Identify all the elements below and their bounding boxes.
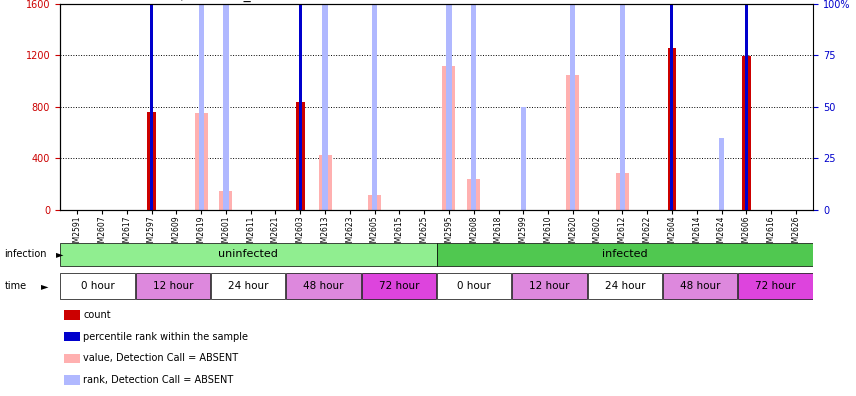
Bar [194,113,208,210]
Text: 48 hour: 48 hour [680,281,721,291]
FancyBboxPatch shape [362,273,436,299]
Bar [471,0,476,210]
Bar [742,56,751,210]
Text: ►: ► [41,281,49,291]
Text: 48 hour: 48 hour [303,281,344,291]
FancyBboxPatch shape [61,273,134,299]
Bar [299,0,302,210]
FancyBboxPatch shape [211,273,285,299]
FancyBboxPatch shape [739,273,812,299]
Text: 0 hour: 0 hour [457,281,491,291]
Bar [570,0,575,210]
Bar [467,179,480,210]
FancyBboxPatch shape [60,243,437,266]
FancyBboxPatch shape [588,273,662,299]
Text: 12 hour: 12 hour [152,281,193,291]
Text: 72 hour: 72 hour [378,281,419,291]
Text: uninfected: uninfected [218,249,278,259]
Bar [719,138,724,210]
Bar [323,0,328,210]
FancyBboxPatch shape [437,273,511,299]
Text: count: count [83,310,110,320]
Bar [668,48,676,210]
Bar [745,0,748,210]
Text: 24 hour: 24 hour [228,281,269,291]
Text: 0 hour: 0 hour [80,281,115,291]
FancyBboxPatch shape [513,273,586,299]
Bar [318,154,331,210]
Bar [147,112,156,210]
Text: rank, Detection Call = ABSENT: rank, Detection Call = ABSENT [83,375,234,385]
FancyBboxPatch shape [136,273,210,299]
Bar [219,190,233,210]
Text: infection: infection [4,249,47,259]
Text: ►: ► [56,249,63,259]
Bar [443,66,455,210]
Bar [223,0,229,210]
Bar [567,75,580,210]
Text: GDS171 / Z12173_at: GDS171 / Z12173_at [120,0,265,2]
Text: percentile rank within the sample: percentile rank within the sample [83,331,248,342]
Text: 72 hour: 72 hour [755,281,796,291]
FancyBboxPatch shape [287,273,360,299]
Bar [368,195,381,210]
FancyBboxPatch shape [437,243,813,266]
Bar [670,0,674,210]
Text: value, Detection Call = ABSENT: value, Detection Call = ABSENT [83,353,238,364]
Bar [520,107,526,210]
Bar [620,0,625,210]
Bar [616,173,629,210]
Text: infected: infected [602,249,648,259]
Text: time: time [4,281,27,291]
Bar [199,0,204,210]
Bar [296,102,305,210]
Bar [150,0,153,210]
Bar [372,0,377,210]
Text: 12 hour: 12 hour [529,281,570,291]
Text: 24 hour: 24 hour [604,281,645,291]
Bar [446,0,452,210]
FancyBboxPatch shape [663,273,737,299]
